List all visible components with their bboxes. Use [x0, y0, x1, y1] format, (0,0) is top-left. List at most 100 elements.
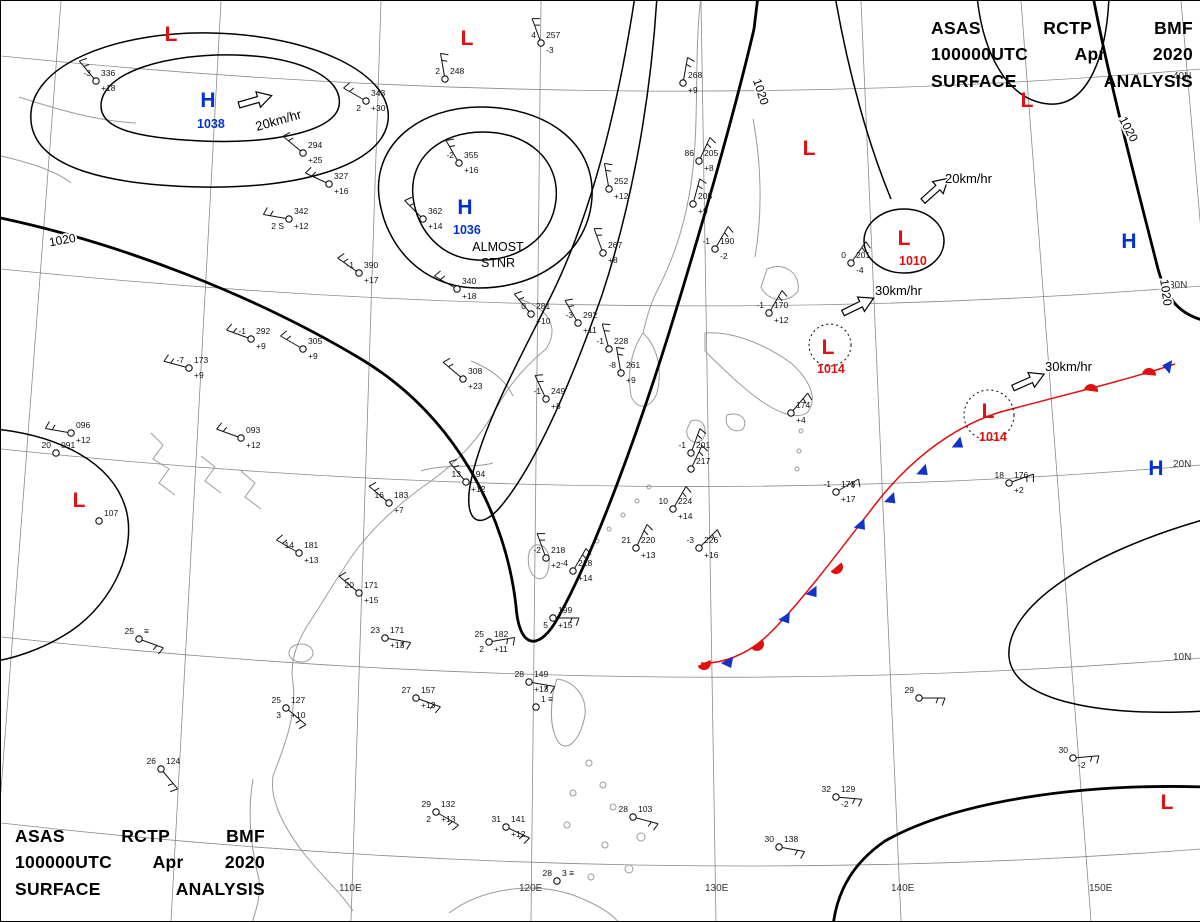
wind-barb-tick: [343, 83, 349, 88]
grid-parallel-10n: [1, 637, 1200, 677]
station-extra: 2: [479, 644, 484, 654]
grid-meridian-120e: [531, 1, 541, 921]
station-circle-icon: [463, 479, 469, 485]
station-tendency: -2: [841, 799, 849, 809]
station-pressure: 294: [308, 140, 322, 150]
station-pressure: 218: [578, 558, 592, 568]
title-line-3: SURFACE ANALYSIS: [931, 68, 1193, 94]
station-pressure: 261: [626, 360, 640, 370]
cold-front-triangle-icon: [884, 492, 900, 508]
wind-barb-shaft: [283, 136, 303, 153]
wind-barb-tick: [576, 618, 579, 626]
wind-barb-tick: [440, 53, 448, 54]
wind-barb-tick: [338, 253, 345, 258]
wind-barb-shaft: [633, 817, 658, 824]
station-pressure: 173: [194, 355, 208, 365]
station-temperature: -1: [678, 440, 686, 450]
wind-barb-tick: [276, 535, 282, 540]
terrain-hatch-3: [241, 471, 261, 509]
station-temperature: -2: [446, 150, 454, 160]
wind-barb-tick: [647, 524, 653, 530]
wind-barb-tick: [280, 331, 286, 336]
station-temperature: -4: [560, 558, 568, 568]
cold-front-triangle-icon: [1161, 359, 1172, 374]
station-plot: 362+14: [405, 197, 443, 231]
station-tendency: +13: [304, 555, 319, 565]
station-pressure: 220: [641, 535, 655, 545]
station-pressure: 343: [371, 88, 385, 98]
station-pressure: 199: [558, 605, 572, 615]
station-circle-icon: [916, 695, 922, 701]
station-tendency: +14: [678, 511, 693, 521]
station-temperature: 0: [841, 250, 846, 260]
warm-front-semicircle-icon: [1142, 367, 1157, 375]
wind-barb-tick: [170, 789, 178, 792]
station-plot: 30-2: [1059, 745, 1099, 770]
high-symbol: H: [200, 89, 215, 112]
station-pressure: 228: [614, 336, 628, 346]
station-tendency: +12: [511, 829, 526, 839]
low-symbol: L: [822, 336, 835, 359]
station-tendency: +14: [578, 573, 593, 583]
warm-front-semicircle-icon: [831, 563, 846, 577]
station-tendency: +16: [334, 186, 349, 196]
station-extra: 3: [276, 710, 281, 720]
station-temperature: 13: [452, 469, 462, 479]
station-tendency: -4: [856, 265, 864, 275]
station-pressure: 149: [534, 669, 548, 679]
station-circle-icon: [283, 705, 289, 711]
low-symbol: L: [1161, 791, 1174, 814]
station-circle-icon: [633, 545, 639, 551]
wind-barb-tick: [287, 336, 291, 340]
isobar-value-label: 1020: [1157, 278, 1175, 307]
wind-barb-tick: [866, 242, 871, 249]
station-circle-icon: [433, 809, 439, 815]
station-pressure: 096: [76, 420, 90, 430]
wind-barb-tick: [442, 60, 448, 61]
station-circle-icon: [526, 679, 532, 685]
station-circle-icon: [696, 545, 702, 551]
wind-barb-tick: [270, 211, 273, 216]
title-line-1: ASAS RCTP BMF: [15, 823, 265, 849]
station-circle-icon: [570, 568, 576, 574]
station-pressure: 174: [796, 400, 810, 410]
station-temperature: -2: [533, 545, 541, 555]
wind-barb-shaft: [217, 429, 241, 438]
station-plot: 268+9: [680, 57, 703, 95]
station-circle-icon: [248, 336, 254, 342]
low-symbol: L: [73, 489, 86, 512]
station-plot: 294+25: [283, 132, 323, 165]
wind-barb-tick: [859, 799, 862, 806]
station-circle-icon: [503, 824, 509, 830]
station-pressure: 292: [583, 310, 597, 320]
station-tendency: +8: [704, 163, 714, 173]
station-circle-icon: [93, 78, 99, 84]
station-circle-icon: [158, 766, 164, 772]
station-pressure: 205: [698, 191, 712, 201]
wind-barb-tick: [942, 698, 945, 706]
movement-speed-label: 20km/hr: [254, 106, 304, 134]
station-circle-icon: [606, 186, 612, 192]
station-circle-icon: [442, 76, 448, 82]
grid-meridian-150e: [1021, 1, 1091, 921]
lat-label: 10N: [1173, 652, 1191, 663]
wind-barb-tick: [435, 707, 440, 713]
wind-barb-tick: [688, 57, 695, 61]
station-plot: 343+302: [343, 83, 385, 113]
station-plot: 205+9: [690, 179, 713, 216]
station-temperature: -1: [596, 336, 604, 346]
station-circle-icon: [550, 615, 556, 621]
station-pressure: 171: [364, 580, 378, 590]
station-circle-icon: [238, 435, 244, 441]
station-temperature: 2: [435, 66, 440, 76]
wind-barb-shaft: [443, 362, 463, 379]
station-circle-icon: [386, 500, 392, 506]
